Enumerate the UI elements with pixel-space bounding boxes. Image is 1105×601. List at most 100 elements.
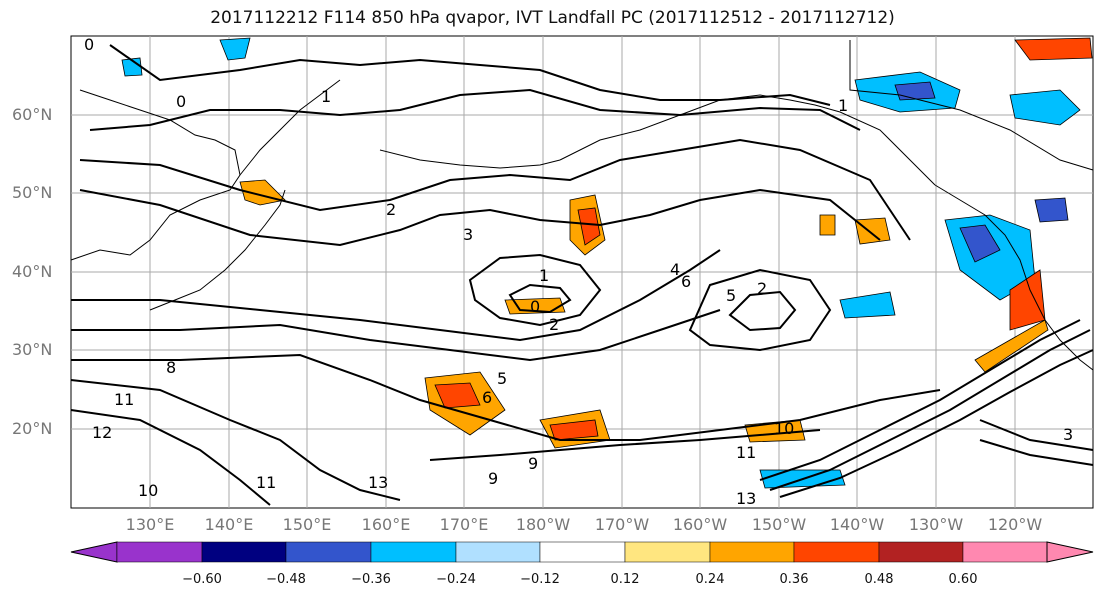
contour-label: 12 [92, 423, 112, 442]
colorbar-tick-label: 0.12 [610, 572, 640, 587]
contour-label: 6 [482, 388, 492, 407]
anomaly-red-south [434, 382, 481, 409]
coastline-kamchatka [239, 79, 341, 176]
contour-label: 11 [736, 443, 756, 462]
anomaly-blue-small-1 [121, 57, 143, 77]
contour-label: 2 [549, 315, 559, 334]
lon-label: 120°W [987, 515, 1043, 534]
contour-label: 1 [321, 87, 331, 106]
lat-label-50n: 50°N [12, 183, 53, 202]
colorbar-tick-label: −0.60 [182, 572, 222, 587]
lon-label: 170°E [439, 515, 489, 534]
colorbar-bin [116, 541, 203, 563]
contour-se-2 [979, 439, 1094, 466]
lat-label-20n: 20°N [12, 419, 53, 438]
colorbar-bin [878, 541, 964, 563]
contour-3-north [79, 188, 881, 247]
contour-cutoff-low [468, 253, 602, 327]
contour-tropic-1 [429, 429, 821, 461]
lon-label: 140°W [829, 515, 885, 534]
coastline-aleutians [379, 149, 561, 169]
contour-jet-5 [70, 409, 271, 506]
coastline-north-america [934, 184, 1094, 371]
colorbar [70, 541, 1094, 563]
anomaly-orange-ne [1014, 37, 1093, 61]
contour-ar-2 [769, 329, 1091, 491]
contour-label: 10 [774, 419, 794, 438]
contours [70, 44, 1094, 506]
contour-label: 11 [256, 473, 276, 492]
colorbar-extend-high [1046, 541, 1094, 563]
contour-label: 11 [114, 390, 134, 409]
coastlines [70, 40, 1094, 371]
coastline-japan [149, 189, 286, 311]
colorbar-tick-label: 0.48 [864, 572, 894, 587]
colorbar-bin [539, 541, 626, 563]
anomaly-navy-coast [959, 224, 1001, 263]
lon-label: 130°E [125, 515, 175, 534]
contour-label: 3 [1063, 425, 1073, 444]
colorbar-bin [201, 541, 287, 563]
lat-label-30n: 30°N [12, 340, 53, 359]
coastline-alaska [559, 94, 936, 186]
contour-2-north [79, 138, 911, 241]
contour-label: 6 [681, 272, 691, 291]
contour-ar-3 [779, 349, 1094, 498]
colorbar-tick-label: 0.36 [779, 572, 809, 587]
anomaly-blue-east [839, 291, 896, 319]
contour-label: 3 [463, 225, 473, 244]
lon-label: 160°W [672, 515, 728, 534]
contour-label: 5 [726, 286, 736, 305]
anomaly-navy-coast-2 [1034, 197, 1069, 223]
anomaly-red-south-2 [549, 419, 599, 441]
contour-label: 1 [838, 96, 848, 115]
contour-label: 13 [736, 489, 756, 508]
contour-label: 9 [528, 454, 538, 473]
contour-label: 0 [176, 92, 186, 111]
colorbar-bin [709, 541, 795, 563]
contour-cutoff-low-inner [508, 283, 572, 314]
colorbar-tick-label: 0.24 [695, 572, 725, 587]
colorbar-bin [962, 541, 1048, 563]
contour-label: 0 [530, 297, 540, 316]
contour-1-north [89, 88, 861, 131]
contour-label: 8 [166, 358, 176, 377]
lon-label: 180°W [515, 515, 571, 534]
anomaly-blue-nw [219, 37, 251, 61]
contour-ar-1 [759, 319, 1081, 481]
colorbar-tick-label: −0.36 [351, 572, 391, 587]
colorbar-extend-low [70, 541, 118, 563]
contour-jet-1 [71, 249, 721, 342]
lon-label: 140°E [204, 515, 254, 534]
coastline-canada-interior [849, 40, 1094, 171]
lon-label: 160°E [361, 515, 411, 534]
anomaly-red-mid [577, 207, 601, 246]
colorbar-bin [285, 541, 372, 563]
contour-label: 2 [386, 200, 396, 219]
lon-label: 150°E [282, 515, 332, 534]
colorbar-tick-label: −0.24 [436, 572, 476, 587]
anomaly-orange-east [854, 217, 891, 245]
lat-label-60n: 60°N [12, 105, 53, 124]
anomaly-blue-ne [1009, 89, 1081, 126]
colorbar-tick-label: −0.48 [266, 572, 306, 587]
lat-label-40n: 40°N [12, 262, 53, 281]
contour-label: 5 [497, 369, 507, 388]
contour-ridge-outer [688, 268, 832, 352]
contour-jet-4 [70, 379, 401, 501]
gridlines [71, 36, 1093, 508]
colorbar-tick-label: 0.60 [948, 572, 978, 587]
contour-label: 13 [368, 473, 388, 492]
contour-label: 10 [138, 481, 158, 500]
colorbar-bin [455, 541, 541, 563]
contour-jet-2 [71, 309, 721, 362]
contour-label: 9 [488, 469, 498, 488]
contour-se-1 [979, 419, 1094, 451]
lon-label: 130°W [908, 515, 964, 534]
contour-label: 4 [670, 260, 680, 279]
contour-label: 0 [84, 35, 94, 54]
colorbar-bin [624, 541, 711, 563]
anomaly-orange-ar [974, 319, 1049, 373]
contour-ridge-inner [728, 290, 797, 332]
